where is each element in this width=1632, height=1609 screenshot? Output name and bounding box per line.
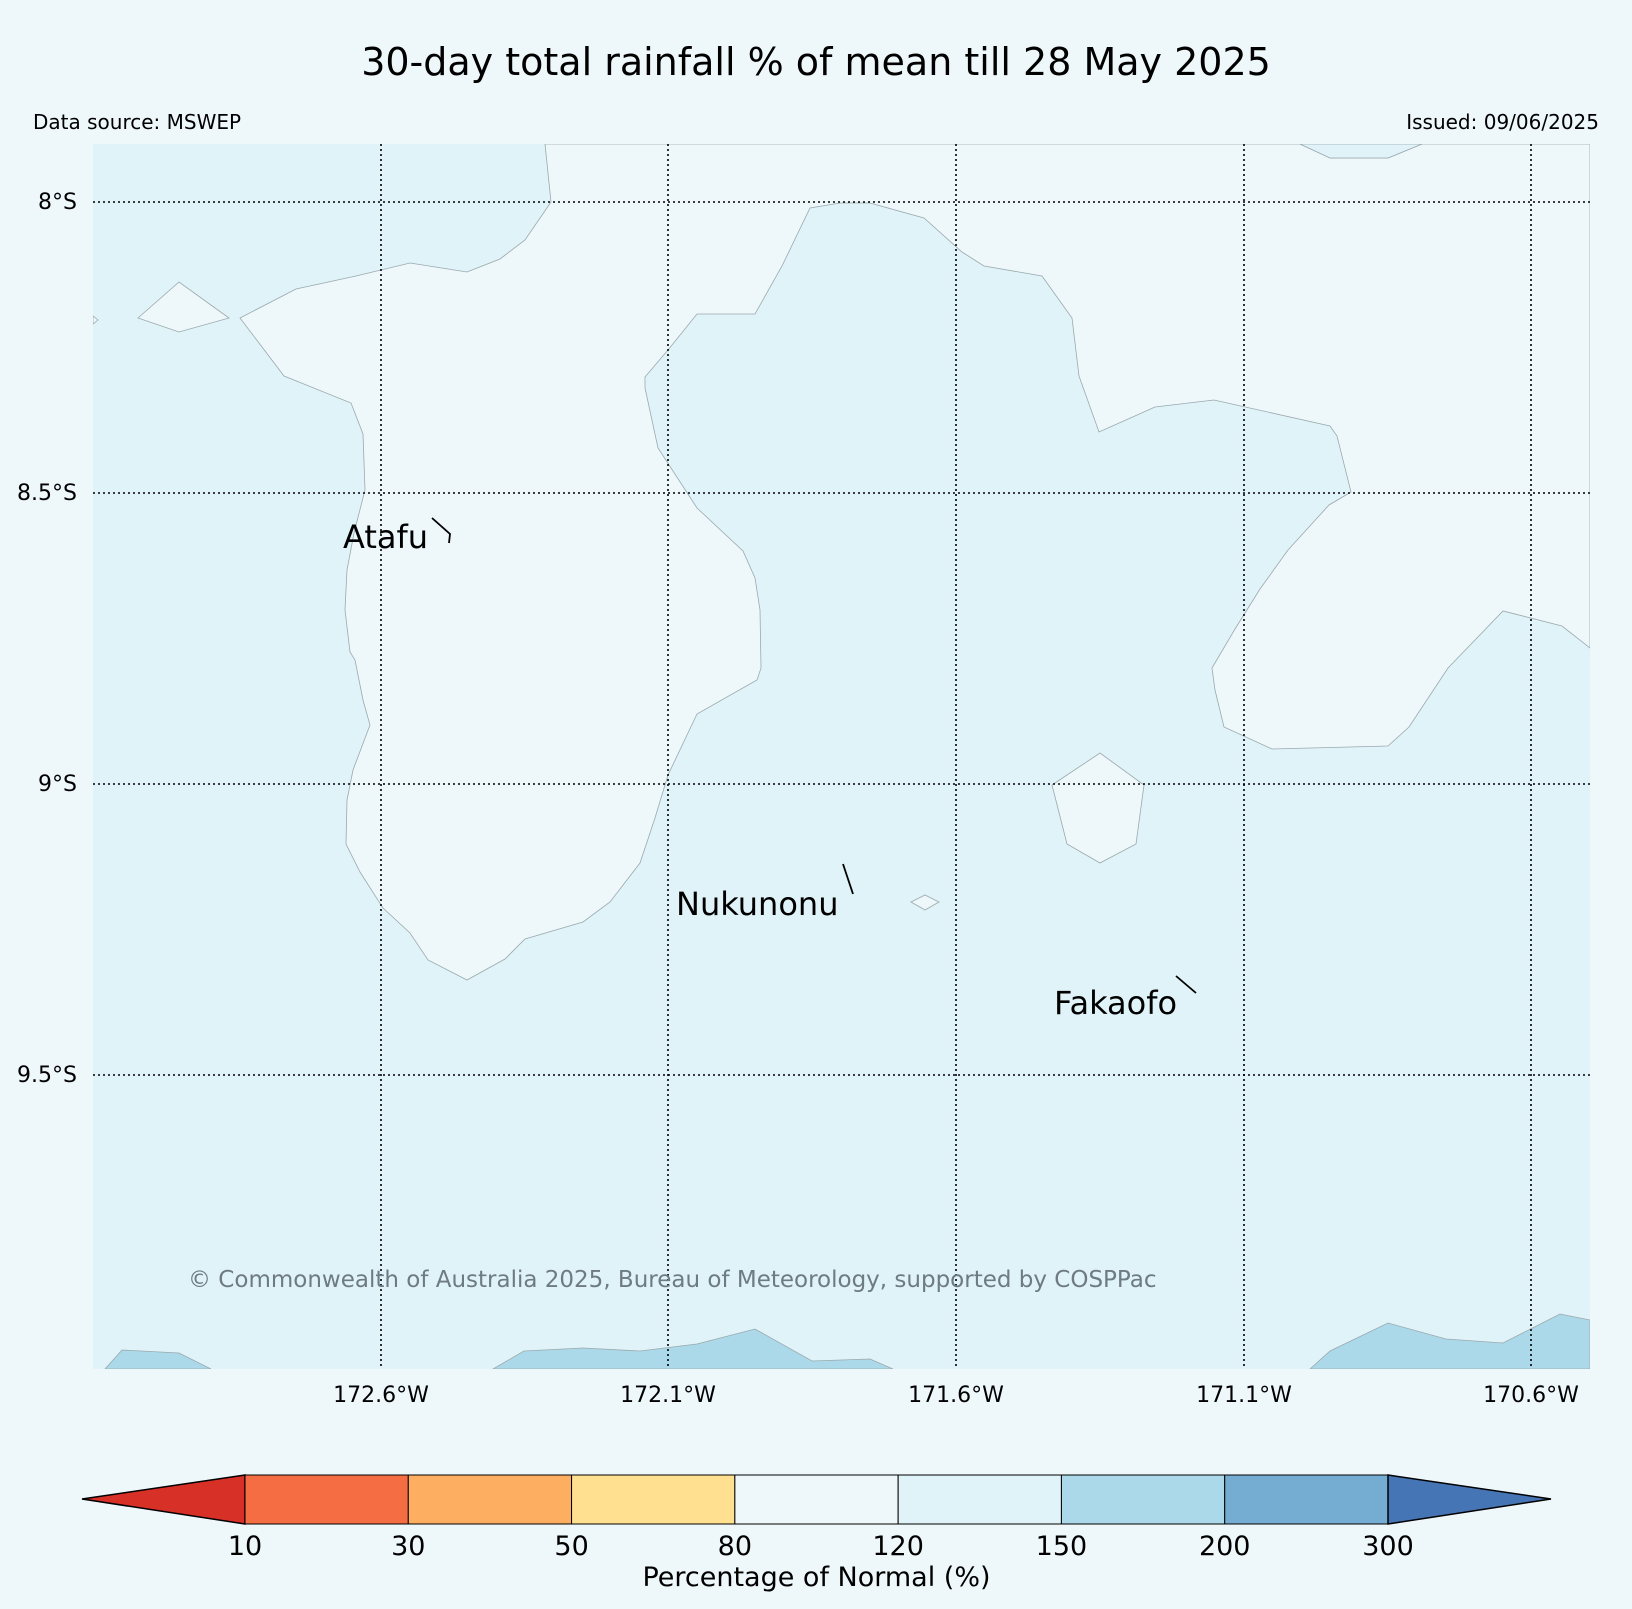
band-80-120-region-edge-left xyxy=(93,315,99,325)
lon-label-171-1: 171.1°W xyxy=(1196,1383,1292,1408)
band-150-200-bottom-right xyxy=(1309,1313,1590,1369)
colorbar-segment-50-80 xyxy=(571,1474,736,1525)
colorbar-tick-label: 10 xyxy=(228,1531,262,1562)
band-80-120-region-small-left xyxy=(137,281,230,333)
band-120-150-top-patch xyxy=(1299,144,1423,159)
band-150-200-bottom-center xyxy=(492,1328,894,1369)
lat-label-9: 9°S xyxy=(38,772,77,797)
colorbar-extend-high xyxy=(1387,1474,1552,1525)
atoll-outlines xyxy=(431,517,1197,994)
colorbar-tick-label: 120 xyxy=(872,1531,924,1562)
band-80-120-region-pentagon xyxy=(1051,752,1145,864)
colorbar-tick-label: 200 xyxy=(1199,1531,1251,1562)
lon-label-172-6: 172.6°W xyxy=(333,1383,429,1408)
colorbar-segment-150-200 xyxy=(1060,1474,1226,1525)
band-80-120-region-central xyxy=(239,144,1590,981)
colorbar: 10 30 50 80 120 150 200 300 Percentage of Normal… xyxy=(81,1474,1552,1593)
colorbar-tick-label: 150 xyxy=(1036,1531,1088,1562)
graticule xyxy=(93,144,1590,1369)
longitude-labels: 172.6°W 172.1°W 171.6°W 171.1°W 170.6°W xyxy=(333,1383,1579,1408)
colorbar-segment-10-30 xyxy=(244,1474,409,1525)
lat-label-9-5: 9.5°S xyxy=(17,1063,77,1088)
atoll-outline-nukunonu xyxy=(842,863,854,895)
latitude-labels: 8°S 8.5°S 9°S 9.5°S xyxy=(17,190,77,1088)
lon-label-171-6: 171.6°W xyxy=(908,1383,1004,1408)
place-label-nukunonu: Nukunonu xyxy=(676,885,838,923)
colorbar-segment-80-120 xyxy=(734,1474,899,1525)
issued-date-label: Issued: 09/06/2025 xyxy=(1406,110,1599,134)
map-title: 30-day total rainfall % of mean till 28 … xyxy=(361,40,1271,84)
lon-label-172-1: 172.1°W xyxy=(620,1383,716,1408)
colorbar-extend-low xyxy=(81,1474,246,1525)
colorbar-title: Percentage of Normal (%) xyxy=(642,1562,990,1593)
colorbar-tick-label: 300 xyxy=(1362,1531,1414,1562)
lat-label-8: 8°S xyxy=(38,190,77,215)
colorbar-tick-label: 80 xyxy=(718,1531,752,1562)
colorbar-segment-30-50 xyxy=(407,1474,573,1525)
colorbar-tick-label: 30 xyxy=(391,1531,425,1562)
atoll-outline-atafu xyxy=(431,517,451,544)
map-plot-area: Atafu Nukunonu Fakaofo © Commonwealth of… xyxy=(93,144,1590,1369)
band-150-200-bottom-left xyxy=(104,1349,212,1369)
copyright-notice: © Commonwealth of Australia 2025, Bureau… xyxy=(188,1267,1157,1293)
lon-label-170-6: 170.6°W xyxy=(1483,1383,1579,1408)
place-label-fakaofo: Fakaofo xyxy=(1054,984,1177,1022)
lat-label-8-5: 8.5°S xyxy=(17,481,77,506)
colorbar-segment-200-300 xyxy=(1224,1474,1389,1525)
atoll-outline-fakaofo xyxy=(1175,975,1197,994)
colorbar-tick-label: 50 xyxy=(554,1531,588,1562)
data-source-label: Data source: MSWEP xyxy=(33,110,242,134)
place-label-atafu: Atafu xyxy=(343,518,428,556)
band-80-120-region-tiny xyxy=(910,894,940,911)
colorbar-segment-120-150 xyxy=(897,1474,1062,1525)
